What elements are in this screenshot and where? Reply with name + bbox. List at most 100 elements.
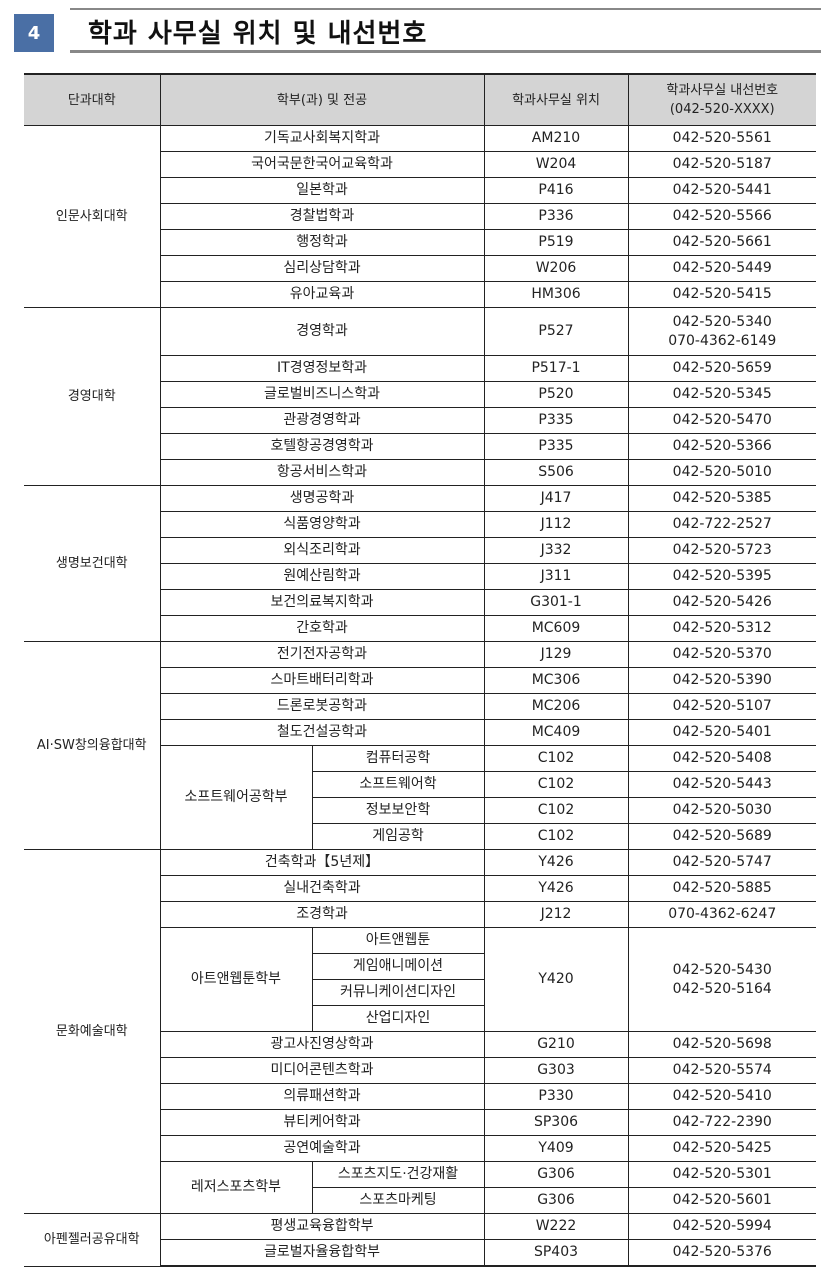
college-name: AI·SW창의융합대학	[24, 641, 161, 850]
department-name: 경영학과	[159, 307, 485, 356]
major-name: 커뮤니케이션디자인	[311, 979, 485, 1006]
office-location: SP403	[483, 1239, 629, 1267]
table-row: 뷰티케어학과 SP306 042-722-2390	[24, 1109, 816, 1136]
phone-number: 042-722-2527	[627, 511, 816, 538]
phone-number: 042-520-5470	[627, 407, 816, 434]
phone-number: 042-520-5747	[627, 849, 816, 876]
phone-number: 042-520-5443	[627, 771, 816, 798]
header-office: 학과사무실 위치	[483, 73, 628, 126]
table-row: 공연예술학과 Y409 042-520-5425	[24, 1135, 816, 1162]
table-row: 문화예술대학 건축학과【5년제】 Y426 042-520-5747	[24, 849, 816, 1214]
table-row: 스마트배터리학과 MC306 042-520-5390	[24, 667, 816, 694]
department-name: 관광경영학과	[159, 407, 485, 434]
phone-number: 042-520-5441	[627, 177, 816, 204]
office-location: MC409	[483, 719, 629, 746]
office-location: P335	[483, 433, 629, 460]
office-location: SP306	[483, 1109, 629, 1136]
phone-number: 042-722-2390	[627, 1109, 816, 1136]
table-row: 인문사회대학 기독교사회복지학과 AM210 042-520-5561	[24, 125, 816, 308]
department-name: 식품영양학과	[159, 511, 485, 538]
office-location: J212	[483, 901, 629, 928]
office-location: G306	[483, 1161, 629, 1188]
table-row: 아트앤웹툰학부 아트앤웹툰 Y420 042-520-5430 042-520-5164	[24, 927, 816, 1032]
office-location: C102	[483, 797, 629, 824]
phone-number: 042-520-5994	[627, 1213, 816, 1240]
department-name: 글로벌비즈니스학과	[159, 381, 485, 408]
table-row: 커뮤니케이션디자인	[24, 979, 816, 1006]
office-location: G306	[483, 1187, 629, 1214]
office-location: Y420	[483, 927, 629, 1032]
office-location: W222	[483, 1213, 629, 1240]
table-row: 글로벌비즈니스학과 P520 042-520-5345	[24, 381, 816, 408]
major-name: 소프트웨어학	[311, 771, 485, 798]
department-office-table: 단과대학 학부(과) 및 전공 학과사무실 위치 학과사무실 내선번호 (042-…	[24, 73, 816, 1267]
table-header-row: 단과대학 학부(과) 및 전공 학과사무실 위치 학과사무실 내선번호 (042-…	[24, 73, 816, 126]
major-name: 스포츠마케팅	[311, 1187, 485, 1214]
office-location: Y426	[483, 849, 629, 876]
office-location: G210	[483, 1031, 629, 1058]
major-name: 컴퓨터공학	[311, 745, 485, 772]
office-location: MC609	[483, 615, 629, 642]
department-name: 보건의료복지학과	[159, 589, 485, 616]
department-name: 심리상담학과	[159, 255, 485, 282]
header-phone-title: 학과사무실 내선번호	[666, 83, 779, 98]
table-row: 아펜젤러공유대학 평생교육융합학부 W222 042-520-5994	[24, 1213, 816, 1267]
table-body: 인문사회대학 기독교사회복지학과 AM210 042-520-5561 국어국문한국어교…	[24, 125, 816, 1267]
department-name: 일본학과	[159, 177, 485, 204]
office-location: P330	[483, 1083, 629, 1110]
office-location: C102	[483, 771, 629, 798]
office-location: P416	[483, 177, 629, 204]
office-location: J332	[483, 537, 629, 564]
phone-number: 070-4362-6247	[627, 901, 816, 928]
phone-number: 042-520-5561	[627, 125, 816, 152]
department-name: 드론로봇공학과	[159, 693, 485, 720]
table-row: 행정학과 P519 042-520-5661	[24, 229, 816, 256]
office-location: G301-1	[483, 589, 629, 616]
table-row: 드론로봇공학과 MC206 042-520-5107	[24, 693, 816, 720]
division-name: 아트앤웹툰학부	[159, 927, 313, 1032]
table-row: 경찰법학과 P336 042-520-5566	[24, 203, 816, 230]
office-location: P527	[483, 307, 629, 356]
table-row: 간호학과 MC609 042-520-5312	[24, 615, 816, 642]
department-name: 건축학과【5년제】	[159, 849, 485, 876]
header-phone: 학과사무실 내선번호 (042-520-XXXX)	[627, 73, 816, 126]
page-title: 학과 사무실 위치 및 내선번호	[88, 19, 428, 49]
department-name: IT경영정보학과	[159, 355, 485, 382]
college-name: 문화예술대학	[24, 849, 161, 1214]
table-row: 호텔항공경영학과 P335 042-520-5366	[24, 433, 816, 460]
table-row: 생명보건대학 생명공학과 J417 042-520-5385	[24, 485, 816, 642]
table-row: 게임공학 C102 042-520-5689	[24, 823, 816, 850]
table-row: 유아교육과 HM306 042-520-5415	[24, 281, 816, 308]
department-name: 실내건축학과	[159, 875, 485, 902]
phone-number: 042-520-5661	[627, 229, 816, 256]
table-row: 글로벌자율융합학부 SP403 042-520-5376	[24, 1239, 816, 1267]
office-location: P335	[483, 407, 629, 434]
phone-number: 042-520-5659	[627, 355, 816, 382]
office-location: W206	[483, 255, 629, 282]
major-name: 게임공학	[311, 823, 485, 850]
office-location: AM210	[483, 125, 629, 152]
department-name: 국어국문한국어교육학과	[159, 151, 485, 178]
department-name: 호텔항공경영학과	[159, 433, 485, 460]
phone-number: 042-520-5366	[627, 433, 816, 460]
department-name: 원예산림학과	[159, 563, 485, 590]
table-row: 실내건축학과 Y426 042-520-5885	[24, 875, 816, 902]
office-location: S506	[483, 459, 629, 486]
department-name: 생명공학과	[159, 485, 485, 512]
office-location: MC306	[483, 667, 629, 694]
phone-number: 042-520-5426	[627, 589, 816, 616]
department-name: 유아교육과	[159, 281, 485, 308]
department-name: 공연예술학과	[159, 1135, 485, 1162]
phone-number: 042-520-5345	[627, 381, 816, 408]
phone-number: 042-520-5408	[627, 745, 816, 772]
office-location: HM306	[483, 281, 629, 308]
department-name: 행정학과	[159, 229, 485, 256]
college-name: 인문사회대학	[24, 125, 161, 308]
division-name: 레저스포츠학부	[159, 1161, 313, 1214]
phone-number: 042-520-5010	[627, 459, 816, 486]
title-top-rule	[70, 8, 821, 10]
table-row: 레저스포츠학부 스포츠지도·건강재활 G306 042-520-5301	[24, 1161, 816, 1214]
phone-number: 042-520-5312	[627, 615, 816, 642]
table-row: 정보보안학 C102 042-520-5030	[24, 797, 816, 824]
table-row: 식품영양학과 J112 042-722-2527	[24, 511, 816, 538]
